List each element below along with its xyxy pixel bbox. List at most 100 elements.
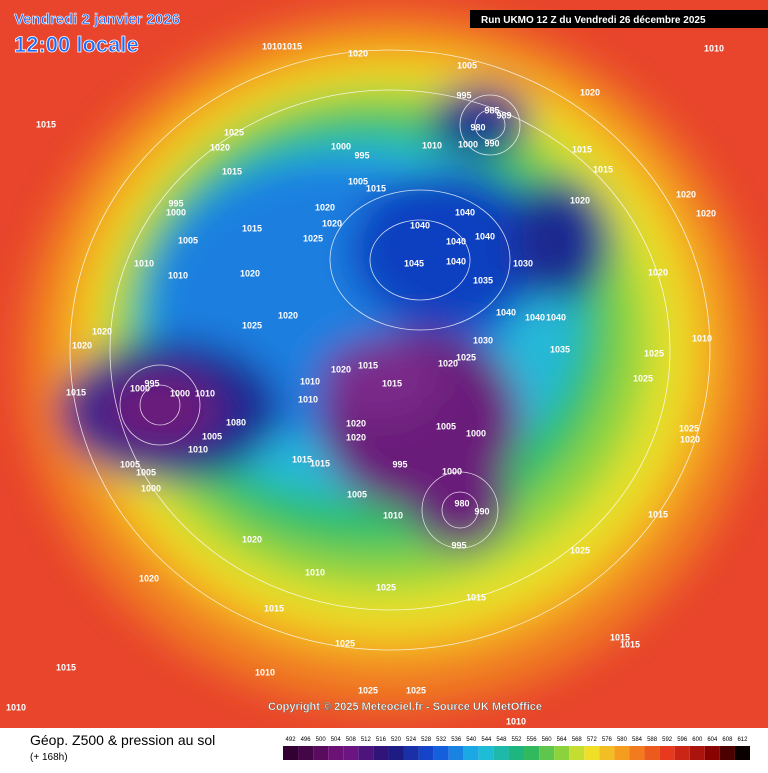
isobar-label: 1015: [358, 360, 378, 370]
isobar-label: 1020: [278, 310, 298, 320]
isobar-label: 1020: [139, 573, 159, 583]
isobar-label: 1015: [292, 454, 312, 464]
isobar-label: 1010: [255, 667, 275, 677]
isobar-label: 1010: [305, 567, 325, 577]
isobar-label: 1030: [513, 258, 533, 268]
isobar-label: 1080: [226, 417, 246, 427]
isobar-label: 1005: [120, 459, 140, 469]
level-label: 504: [331, 737, 342, 743]
color-swatch: [448, 746, 464, 760]
color-swatch: [313, 746, 329, 760]
isobar-label: 1010: [298, 394, 318, 404]
isobar-label: 985: [484, 105, 499, 115]
isobar-label: 1025: [633, 373, 653, 383]
isobar-label: 1025: [644, 348, 664, 358]
isobar-label: 1015: [382, 378, 402, 388]
isobar-label: 1040: [475, 231, 495, 241]
level-label: 500: [316, 737, 327, 743]
color-swatch: [539, 746, 555, 760]
level-label: 496: [301, 737, 312, 743]
isobar-label: 1015: [66, 387, 86, 397]
isobar-label: 989: [496, 110, 511, 120]
isobar-label: 1015: [36, 119, 56, 129]
color-swatch: [644, 746, 660, 760]
isobar-label: 1040: [446, 256, 466, 266]
isobar-label: 1005: [136, 467, 156, 477]
isobar-label: 1020: [348, 48, 368, 58]
isobar-label: 1010: [422, 140, 442, 150]
level-label: 548: [496, 737, 507, 743]
level-label: 612: [737, 737, 748, 743]
legend-subtitle: (+ 168h): [30, 752, 68, 763]
color-swatch: [463, 746, 479, 760]
level-label: 512: [361, 737, 372, 743]
color-swatch: [298, 746, 314, 760]
level-label: 528: [421, 737, 432, 743]
isobar-label: 1025: [224, 127, 244, 137]
color-swatch: [403, 746, 419, 760]
isobar-label: 1005: [348, 176, 368, 186]
colorbar: 492 496 500 504 508 512 516 520 524 528 532 536 540 5…: [283, 737, 750, 760]
color-swatch: [554, 746, 570, 760]
isobar-label: 1010: [188, 444, 208, 454]
level-label: 604: [707, 737, 718, 743]
isobar-label: 1015: [242, 223, 262, 233]
isobar-label: 995: [392, 459, 407, 469]
level-label: 592: [662, 737, 673, 743]
isobar-label: 1010: [6, 702, 26, 712]
copyright: Copyright © 2025 Meteociel.fr - Source U…: [268, 701, 542, 713]
isobar-label: 1025: [376, 582, 396, 592]
color-swatch: [358, 746, 374, 760]
level-label: 520: [391, 737, 402, 743]
isobar-label: 1020: [680, 434, 700, 444]
run-box: [470, 10, 768, 28]
isobar-label: 1040: [446, 236, 466, 246]
isobar-label: 1020: [696, 208, 716, 218]
level-label: 508: [346, 737, 357, 743]
isobar-label: 1025: [358, 685, 378, 695]
isobar-label: 1000: [130, 383, 150, 393]
color-swatch: [418, 746, 434, 760]
legend-title: Géop. Z500 & pression au sol: [30, 732, 215, 748]
color-swatch: [734, 746, 750, 760]
isobar-label: 1020: [242, 534, 262, 544]
isobar-label: 980: [454, 498, 469, 508]
isobar-label: 1040: [546, 312, 566, 322]
isobar-label: 1020: [322, 218, 342, 228]
isobar-label: 1040: [455, 207, 475, 217]
isobar-label: 1000: [466, 428, 486, 438]
isobar-label: 1010: [195, 388, 215, 398]
color-swatch: [508, 746, 525, 760]
color-swatch: [343, 746, 359, 760]
isobar-label: 1015: [264, 603, 284, 613]
color-swatch: [584, 746, 600, 760]
isobar-label: 1020: [580, 87, 600, 97]
color-swatch: [704, 746, 720, 760]
isobar-label: 995: [456, 90, 471, 100]
isobar-label: 1025: [456, 352, 476, 362]
color-swatch: [478, 746, 494, 760]
level-label: 564: [557, 737, 568, 743]
isobar-label: 995: [354, 150, 369, 160]
isobar-label: 995: [168, 198, 183, 208]
isobar-label: 1005: [436, 421, 456, 431]
color-swatch: [719, 746, 735, 760]
isobar-labels: 1010 101510201005101010151025102010159959…: [6, 41, 724, 726]
isobar-label: 1035: [550, 344, 570, 354]
isobar-label: 1015: [572, 144, 592, 154]
isobar-label: 1005: [202, 431, 222, 441]
isobar-label: 1040: [525, 312, 545, 322]
isobar-label: 1025: [406, 685, 426, 695]
isobar-label: 1035: [473, 275, 493, 285]
isobar-label: 1015: [310, 458, 330, 468]
isobar-label: 1020: [331, 364, 351, 374]
isobar-label: 1020: [438, 358, 458, 368]
isobar-label: 1025: [679, 423, 699, 433]
isobar-label: 980: [470, 122, 485, 132]
isobar-label: 1020: [240, 268, 260, 278]
isobar-label: 1025: [570, 545, 590, 555]
isobar-label: 1015: [366, 183, 386, 193]
isobar-label: 1005: [457, 60, 477, 70]
isobar-label: 1015: [593, 164, 613, 174]
